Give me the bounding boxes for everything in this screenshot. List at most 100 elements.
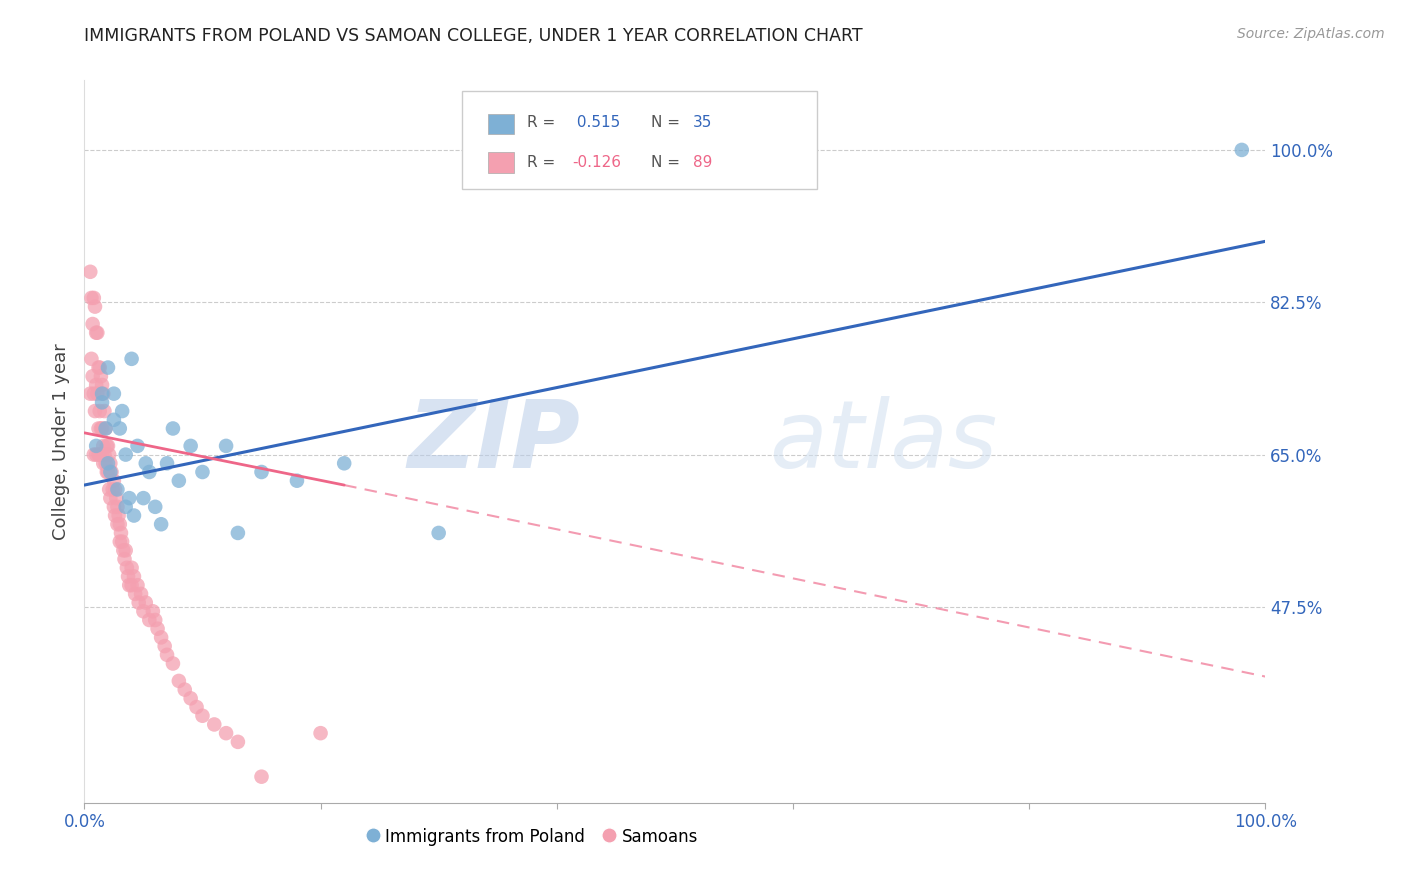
Point	[128, 596, 150, 610]
Point	[333, 456, 356, 470]
Point	[89, 448, 111, 462]
Point	[96, 439, 118, 453]
Point	[146, 622, 169, 636]
Point	[103, 474, 125, 488]
Point	[87, 360, 110, 375]
Point	[84, 448, 107, 462]
Point	[93, 404, 115, 418]
Point	[97, 465, 120, 479]
Point	[186, 700, 208, 714]
Point	[143, 613, 166, 627]
Point	[98, 456, 121, 470]
Point	[97, 360, 120, 375]
Text: atlas: atlas	[769, 396, 998, 487]
Point	[107, 508, 129, 523]
Point	[107, 517, 129, 532]
Point	[250, 465, 273, 479]
Text: R =: R =	[527, 115, 561, 129]
Point	[104, 483, 127, 497]
Point	[132, 604, 155, 618]
Point	[96, 465, 118, 479]
Point	[167, 474, 190, 488]
Point	[89, 404, 111, 418]
Point	[202, 717, 225, 731]
Point	[173, 682, 195, 697]
Point	[121, 578, 143, 592]
Text: ZIP: ZIP	[408, 395, 581, 488]
Point	[156, 456, 179, 470]
Point	[105, 491, 128, 505]
Y-axis label: College, Under 1 year: College, Under 1 year	[52, 343, 70, 540]
Point	[138, 465, 160, 479]
Point	[91, 448, 114, 462]
Point	[114, 448, 136, 462]
Point	[103, 413, 125, 427]
Point	[121, 351, 143, 366]
Point	[101, 483, 124, 497]
Point	[143, 500, 166, 514]
Point	[156, 648, 179, 662]
Point	[83, 291, 105, 305]
Point	[111, 534, 134, 549]
Point	[108, 517, 131, 532]
Point	[108, 534, 131, 549]
Point	[98, 491, 121, 505]
Text: 35: 35	[693, 115, 711, 129]
Point	[138, 613, 160, 627]
Point	[191, 708, 214, 723]
Point	[118, 578, 141, 592]
Point	[132, 491, 155, 505]
Point	[91, 386, 114, 401]
Point	[91, 386, 114, 401]
Point	[84, 326, 107, 340]
Point	[104, 508, 127, 523]
Point	[118, 491, 141, 505]
Point	[226, 525, 249, 540]
Point	[162, 421, 184, 435]
Point	[80, 351, 103, 366]
Point	[98, 483, 121, 497]
Text: -0.126: -0.126	[572, 155, 621, 170]
Text: N =: N =	[651, 115, 685, 129]
Point	[110, 525, 132, 540]
Point	[107, 483, 129, 497]
Point	[79, 265, 101, 279]
Point	[91, 456, 114, 470]
Point	[91, 439, 114, 453]
Point	[98, 465, 121, 479]
Point	[97, 456, 120, 470]
Point	[215, 439, 238, 453]
Point	[285, 474, 308, 488]
Point	[180, 691, 202, 706]
Text: N =: N =	[651, 155, 685, 170]
Point	[150, 631, 173, 645]
Point	[98, 448, 121, 462]
Point	[91, 378, 114, 392]
FancyBboxPatch shape	[463, 91, 817, 189]
Point	[87, 421, 110, 435]
Point	[82, 369, 104, 384]
Text: Source: ZipAtlas.com: Source: ZipAtlas.com	[1237, 27, 1385, 41]
Point	[427, 525, 450, 540]
FancyBboxPatch shape	[488, 153, 515, 173]
Point	[107, 500, 129, 514]
Text: IMMIGRANTS FROM POLAND VS SAMOAN COLLEGE, UNDER 1 YEAR CORRELATION CHART: IMMIGRANTS FROM POLAND VS SAMOAN COLLEGE…	[84, 27, 863, 45]
Point	[84, 378, 107, 392]
Legend: Immigrants from Poland, Samoans: Immigrants from Poland, Samoans	[361, 821, 704, 852]
Text: 89: 89	[693, 155, 711, 170]
Point	[87, 448, 110, 462]
Point	[121, 561, 143, 575]
Point	[103, 500, 125, 514]
Point	[142, 604, 165, 618]
Point	[226, 735, 249, 749]
Point	[122, 508, 145, 523]
Point	[84, 439, 107, 453]
Point	[79, 386, 101, 401]
Point	[135, 596, 157, 610]
Point	[150, 517, 173, 532]
Point	[153, 639, 176, 653]
Point	[127, 578, 149, 592]
Point	[250, 770, 273, 784]
Point	[83, 448, 105, 462]
Text: 0.515: 0.515	[572, 115, 620, 129]
